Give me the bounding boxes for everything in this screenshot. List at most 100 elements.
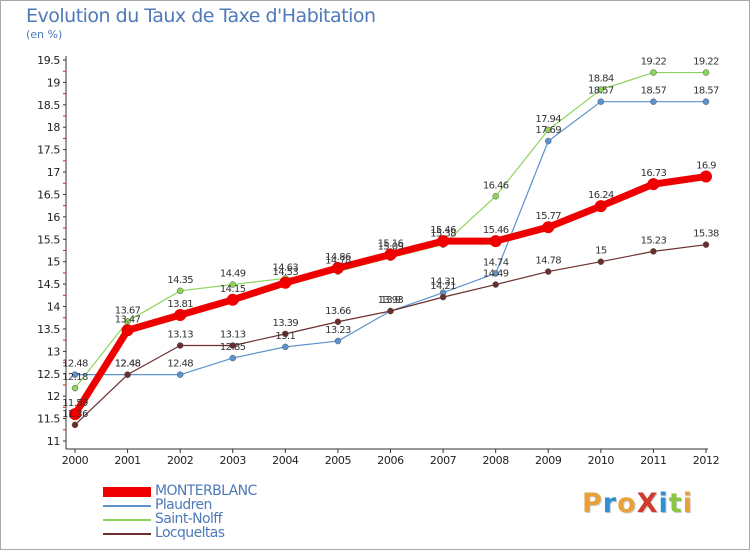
data-label-monterblanc: 16.9	[696, 161, 716, 172]
y-tick-label: 12.5	[37, 368, 60, 381]
x-tick-label: 2004	[272, 454, 299, 467]
y-tick-label: 18.5	[37, 99, 60, 112]
legend-swatch	[103, 487, 151, 497]
y-tick-label: 19	[47, 76, 61, 89]
y-tick-label: 11	[47, 435, 60, 448]
data-label-locqueltas: 14.78	[535, 256, 561, 267]
data-point-monterblanc	[331, 261, 344, 274]
chart-title: Evolution du Taux de Taxe d'Habitation	[26, 5, 376, 27]
data-label-monterblanc: 16.24	[588, 190, 614, 201]
data-point-plaudren	[545, 137, 552, 145]
data-point-plaudren	[282, 343, 289, 351]
legend-label: Locqueltas	[155, 525, 225, 541]
data-label-locqueltas: 12.48	[115, 359, 141, 370]
data-label-monterblanc: 11.59	[62, 398, 88, 409]
proxiti-logo: ProXiti	[582, 488, 693, 519]
data-point-locqueltas	[597, 258, 605, 265]
legend-swatch	[103, 519, 151, 521]
legend-swatch	[103, 533, 151, 535]
data-point-monterblanc	[647, 178, 660, 191]
y-tick-label: 14.5	[37, 278, 60, 291]
x-tick-label: 2003	[220, 454, 247, 467]
data-labels: 12.18 13.67 14.35 14.49 14.63 14.78 15.09 15.38…	[62, 57, 719, 420]
data-label-monterblanc: 15.16	[378, 239, 404, 250]
x-tick-label: 2011	[640, 454, 666, 467]
data-label-saint-nolff: 14.78	[325, 256, 351, 267]
data-label-plaudren: 13.1	[275, 331, 295, 342]
y-tick-label: 18	[47, 121, 61, 134]
data-label-monterblanc: 15.46	[430, 225, 456, 236]
data-label-locqueltas: 13.39	[273, 318, 299, 329]
y-tick-label: 14	[47, 301, 61, 314]
series-layer	[69, 69, 712, 429]
data-label-saint-nolff: 14.35	[167, 275, 193, 286]
logo-letter: t	[668, 488, 683, 519]
data-point-locqueltas	[492, 281, 499, 288]
data-label-plaudren: 14.74	[483, 257, 509, 268]
legend-label: Saint-Nolff	[155, 511, 223, 527]
data-point-monterblanc	[594, 200, 607, 213]
y-tick-label: 11.5	[37, 413, 60, 426]
data-label-monterblanc: 16.73	[641, 168, 667, 179]
data-label-plaudren: 18.57	[588, 86, 614, 97]
x-tick-label: 2006	[377, 454, 404, 467]
y-tick-label: 13.5	[37, 323, 60, 336]
data-label-monterblanc: 14.15	[220, 284, 246, 295]
data-label-plaudren: 13.23	[325, 325, 351, 336]
y-tick-label: 16	[47, 211, 61, 224]
logo-letter: P	[582, 488, 603, 519]
data-point-monterblanc	[279, 276, 292, 289]
series-line-saint-nolff	[74, 71, 707, 389]
data-label-monterblanc: 14.53	[273, 267, 299, 278]
data-label-plaudren: 12.48	[62, 359, 88, 370]
data-label-saint-nolff: 15.38	[430, 229, 456, 240]
data-label-saint-nolff: 13.67	[115, 305, 141, 316]
data-point-plaudren	[71, 371, 79, 378]
y-tick-label: 17	[47, 166, 61, 179]
logo-letter: o	[617, 488, 637, 519]
data-label-saint-nolff: 19.22	[693, 57, 719, 68]
data-label-plaudren: 12.48	[167, 359, 193, 370]
unit-label: (en %)	[26, 28, 63, 41]
data-label-plaudren: 17.69	[535, 125, 561, 136]
data-point-saint-nolff	[71, 384, 79, 392]
data-point-monterblanc	[69, 408, 81, 421]
data-label-locqueltas: 15.38	[693, 229, 719, 240]
data-point-locqueltas	[334, 318, 342, 326]
data-label-monterblanc: 13.81	[167, 299, 193, 310]
data-label-plaudren: 18.57	[693, 86, 719, 97]
data-label-plaudren: 12.48	[115, 359, 141, 370]
data-label-locqueltas: 13.13	[167, 330, 193, 341]
logo-letter: X	[636, 488, 659, 519]
x-tick-label: 2007	[430, 454, 457, 467]
data-point-monterblanc	[542, 221, 555, 234]
data-point-saint-nolff	[597, 86, 605, 93]
data-label-saint-nolff: 18.84	[588, 74, 614, 85]
x-tick-label: 2012	[693, 454, 719, 467]
data-point-monterblanc	[174, 309, 187, 322]
axes: 11 11.5 12 12.5 13 13.5 14 14.5 15 15.5 16 16.5 17 17…	[37, 54, 720, 467]
data-point-plaudren	[702, 98, 710, 105]
data-point-locqueltas	[229, 342, 236, 349]
data-label-plaudren: 14.31	[430, 277, 456, 288]
data-point-locqueltas	[439, 293, 447, 301]
y-tick-label: 15	[47, 256, 61, 269]
data-label-locqueltas: 14.49	[483, 269, 509, 280]
y-tick-label: 15.5	[37, 233, 60, 246]
logo-letter: i	[682, 488, 693, 519]
y-tick-label: 17.5	[37, 144, 60, 157]
data-label-locqueltas: 15.23	[641, 235, 667, 246]
data-point-locqueltas	[176, 342, 184, 349]
data-point-plaudren	[229, 354, 236, 362]
data-point-plaudren	[176, 371, 184, 378]
data-label-locqueltas: 15	[595, 246, 607, 257]
data-point-locqueltas	[282, 330, 289, 338]
x-tick-label: 2000	[62, 454, 89, 467]
data-point-monterblanc	[700, 170, 712, 183]
data-label-saint-nolff: 16.46	[483, 180, 509, 191]
legend-label: Plaudren	[155, 497, 212, 513]
y-tick-label: 19.5	[37, 54, 60, 67]
legend-label: MONTERBLANC	[155, 483, 257, 499]
x-tick-label: 2008	[482, 454, 509, 467]
